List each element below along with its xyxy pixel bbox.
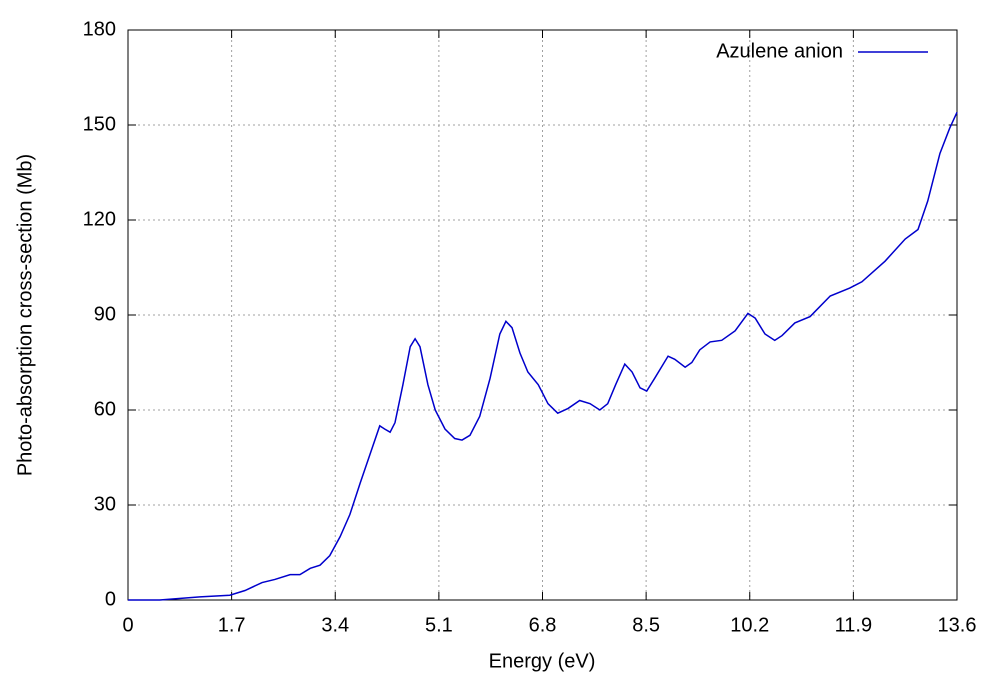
data-line <box>128 112 958 601</box>
y-tick-label: 120 <box>83 208 116 230</box>
y-axis-label: Photo-absorption cross-section (Mb) <box>14 154 36 476</box>
y-tick-label: 60 <box>94 398 116 420</box>
plot-frame <box>127 29 958 601</box>
x-tick-label: 6.8 <box>529 614 557 636</box>
y-tick-label: 30 <box>94 493 116 515</box>
legend-label: Azulene anion <box>716 40 843 62</box>
y-tick-label: 180 <box>83 18 116 40</box>
x-tick-label: 8.5 <box>632 614 660 636</box>
x-tick-label: 0 <box>122 614 133 636</box>
x-tick-label: 5.1 <box>425 614 453 636</box>
x-axis-label: Energy (eV) <box>489 650 596 672</box>
x-tick-label: 10.2 <box>730 614 769 636</box>
y-tick-label: 0 <box>105 588 116 610</box>
x-tick-label: 11.9 <box>835 614 872 636</box>
x-tick-label: 13.6 <box>938 614 977 636</box>
x-tick-label: 1.7 <box>218 614 246 636</box>
y-tick-label: 150 <box>83 113 116 135</box>
y-tick-label: 90 <box>94 303 116 325</box>
x-tick-label: 3.4 <box>321 614 349 636</box>
